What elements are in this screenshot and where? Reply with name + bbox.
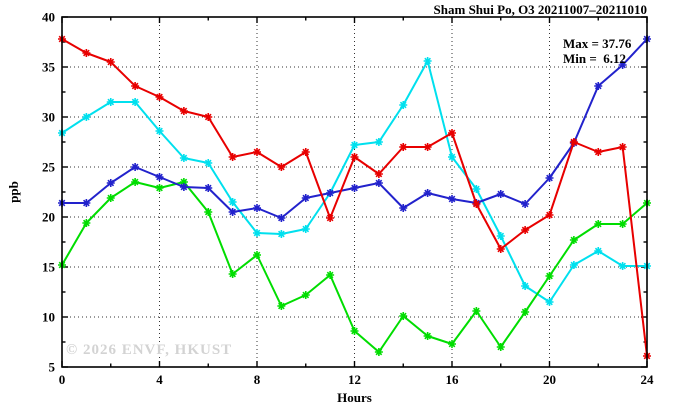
x-tick-label: 16 [446,372,460,387]
x-tick-label: 12 [348,372,361,387]
watermark: © 2026 ENVF, HKUST [66,342,233,358]
x-tick-label: 4 [156,372,163,387]
y-tick-label: 20 [42,210,55,225]
min-value-annotation: Min = 6.12 [563,51,627,66]
x-tick-label: 8 [254,372,261,387]
x-tick-label: 0 [59,372,66,387]
y-tick-label: 15 [42,260,56,275]
x-tick-label: 24 [641,372,655,387]
y-tick-label: 10 [42,310,55,325]
y-axis-label: ppb [6,181,21,203]
y-tick-label: 5 [49,360,56,375]
y-tick-label: 40 [42,10,55,25]
x-tick-label: 20 [543,372,556,387]
y-tick-label: 35 [42,60,56,75]
chart-title: Sham Shui Po, O3 20211007–20211010 [433,2,647,17]
max-value-annotation: Max = 37.76 [563,36,632,51]
y-tick-label: 25 [42,160,56,175]
x-axis-label: Hours [337,390,372,405]
plot-border [61,16,648,368]
y-tick-label: 30 [42,110,55,125]
